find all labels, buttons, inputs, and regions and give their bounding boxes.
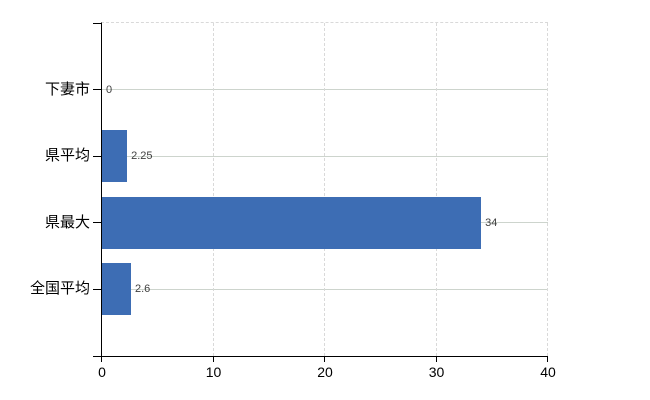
x-axis-tick	[212, 356, 214, 362]
vertical-gridline	[212, 23, 214, 356]
y-axis-tick	[93, 222, 101, 224]
plot-area: 0 10 20 30 40 下妻市県平均県最大全国平均 0 2.25 34 2.6	[30, 22, 556, 380]
bar-value-label: 34	[485, 216, 498, 229]
x-tick-label: 0	[98, 364, 106, 380]
horizontal-gridline	[102, 288, 548, 290]
y-axis-tick	[93, 155, 101, 157]
category-label: 県平均	[44, 147, 90, 165]
x-axis-tick	[324, 356, 325, 362]
bar-value-label: 0	[106, 83, 113, 96]
vertical-gridline	[547, 23, 548, 356]
horizontal-gridline	[102, 89, 548, 91]
bar	[102, 263, 131, 316]
x-tick-label: 30	[428, 364, 445, 380]
y-axis-tick	[93, 288, 101, 290]
x-axis-tick	[547, 356, 548, 362]
x-axis-tick	[101, 356, 102, 362]
x-tick-label: 10	[205, 364, 222, 380]
x-axis-tick	[435, 356, 437, 362]
bar-value-label: 2.25	[131, 150, 153, 163]
x-tick-label: 20	[317, 364, 333, 380]
x-tick-label: 40	[540, 364, 556, 380]
category-label: 下妻市	[44, 80, 90, 98]
horizontal-gridline	[102, 155, 548, 157]
bar	[102, 196, 482, 249]
category-label: 全国平均	[29, 280, 90, 298]
category-label: 県最大	[44, 213, 90, 231]
bar-value-label: 2.6	[134, 283, 151, 296]
bar	[102, 130, 128, 183]
vertical-gridline	[435, 23, 437, 356]
y-axis-tick	[93, 89, 101, 91]
y-axis-tick	[93, 22, 101, 24]
y-axis-tick	[93, 355, 101, 357]
vertical-gridline	[324, 23, 325, 356]
